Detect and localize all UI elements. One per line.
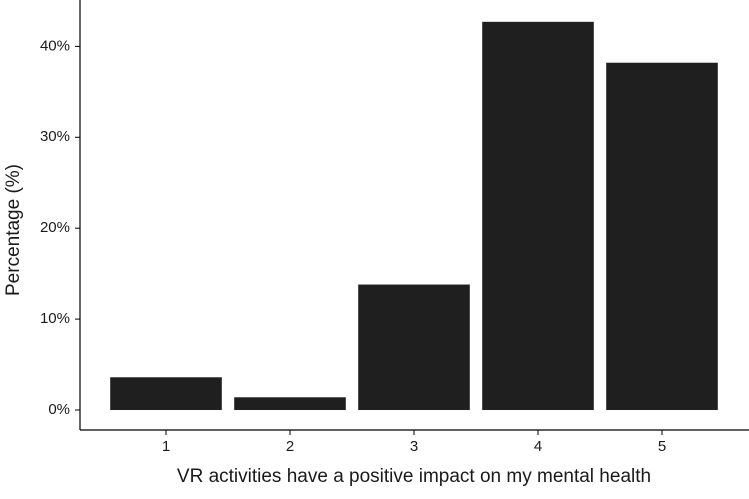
x-tick-label: 5 (658, 438, 666, 455)
x-axis-title: VR activities have a positive impact on … (177, 466, 651, 487)
bar (358, 284, 470, 410)
y-tick-label: 20% (40, 219, 70, 236)
bar (606, 62, 718, 411)
bar (234, 397, 346, 410)
y-axis-title: Percentage (%) (3, 164, 24, 296)
y-tick-label: 30% (40, 128, 70, 145)
y-tick-label: 0% (48, 401, 70, 418)
x-tick-label: 3 (410, 438, 418, 455)
bar (482, 21, 594, 411)
y-tick-label: 10% (40, 310, 70, 327)
x-tick-label: 4 (534, 438, 542, 455)
y-tick-label: 40% (40, 37, 70, 54)
x-tick-label: 2 (286, 438, 294, 455)
bar (110, 377, 222, 410)
x-tick-label: 1 (162, 438, 170, 455)
